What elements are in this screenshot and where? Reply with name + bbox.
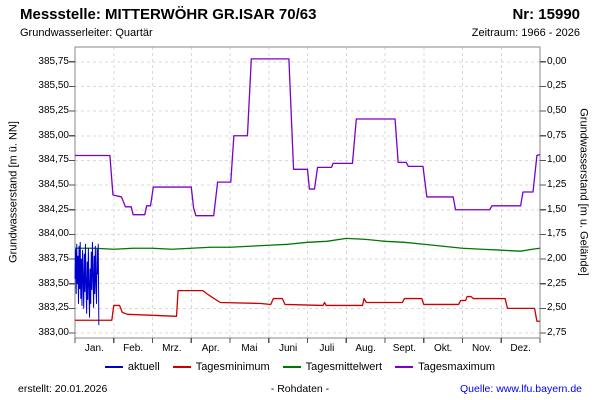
chart-legend: aktuell Tagesminimum Tagesmittelwert Tagesm…	[0, 360, 600, 374]
month-label-dez: Dez.	[510, 343, 531, 354]
y-tick-label-left: 384,75	[38, 154, 69, 166]
y-tick-label-left: 385,00	[38, 129, 69, 141]
y-tick-label-right: 1,50	[547, 203, 567, 215]
y-tick-label-left: 385,75	[38, 55, 69, 67]
month-label-okt: Okt.	[433, 343, 453, 354]
y-tick-label-left: 385,50	[38, 80, 69, 92]
legend-line-swatch	[282, 366, 301, 368]
y-tick-label-left: 384,50	[38, 179, 69, 191]
y-tick-label-left: 384,00	[38, 228, 69, 240]
y-tick-label-right: 2,75	[547, 327, 567, 339]
legend-label: aktuell	[127, 361, 160, 373]
legend-label: Tagesminimum	[195, 361, 270, 373]
series-line-Tagesmittelwert	[75, 237, 541, 252]
y-tick-label-right: 2,50	[547, 302, 567, 314]
legend-line-swatch	[104, 366, 123, 368]
legend-line-swatch	[395, 366, 414, 368]
rohdaten-label: - Rohdaten -	[270, 383, 330, 395]
y-tick-label-left: 383,50	[38, 277, 69, 289]
legend-item-tagesminimum: Tagesminimum	[172, 361, 270, 373]
y-tick-label-right: 1,75	[547, 228, 567, 240]
month-label-juli: Juli	[319, 343, 335, 354]
y-tick-label-right: 1,25	[547, 179, 567, 191]
y-tick-label-left: 384,25	[38, 203, 69, 215]
month-label-jan: Jan.	[84, 343, 104, 354]
period-label: Zeitraum: 1966 - 2026	[471, 27, 580, 39]
month-label-juni: Juni	[278, 343, 298, 354]
month-label-mai: Mai	[241, 343, 258, 354]
series-line-Tagesminimum	[75, 290, 540, 322]
month-label-mrz: Mrz.	[162, 343, 182, 354]
series-line-aktuell	[74, 241, 100, 326]
legend-item-tagesmittelwert: Tagesmittelwert	[282, 361, 383, 373]
y-tick-label-right: 0,00	[547, 55, 567, 67]
y-tick-label-right: 2,00	[547, 253, 567, 265]
legend-item-tagesmaximum: Tagesmaximum	[395, 361, 495, 373]
legend-label: Tagesmaximum	[418, 361, 496, 373]
aquifer-label: Grundwasserleiter: Quartär	[20, 27, 153, 39]
y-tick-label-right: 0,50	[547, 105, 567, 117]
y-tick-label-left: 383,00	[38, 327, 69, 339]
y-tick-label-left: 383,75	[38, 253, 69, 265]
y-tick-label-right: 1,00	[547, 154, 567, 166]
created-date: erstellt: 20.01.2026	[18, 383, 108, 395]
legend-item-aktuell: aktuell	[104, 361, 160, 373]
y-tick-label-right: 0,25	[547, 80, 567, 92]
month-label-aug: Aug.	[355, 343, 376, 354]
y-tick-label-right: 0,75	[547, 129, 567, 141]
y-tick-label-left: 385,25	[38, 105, 69, 117]
y-tick-label-right: 2,25	[547, 277, 567, 289]
page-title: Messstelle: MITTERWÖHR GR.ISAR 70/63	[20, 6, 317, 23]
month-label-feb: Feb.	[123, 343, 144, 354]
month-label-apr: Apr.	[201, 343, 220, 354]
station-number: Nr: 15990	[512, 6, 580, 23]
source-link[interactable]: Quelle: www.lfu.bayern.de	[460, 383, 582, 395]
series-line-Tagesmaximum	[75, 58, 541, 217]
legend-line-swatch	[172, 366, 191, 368]
y-tick-label-left: 383,25	[38, 302, 69, 314]
legend-label: Tagesmittelwert	[305, 361, 383, 373]
month-label-nov: Nov.	[471, 343, 492, 354]
month-label-sept: Sept.	[392, 343, 417, 354]
